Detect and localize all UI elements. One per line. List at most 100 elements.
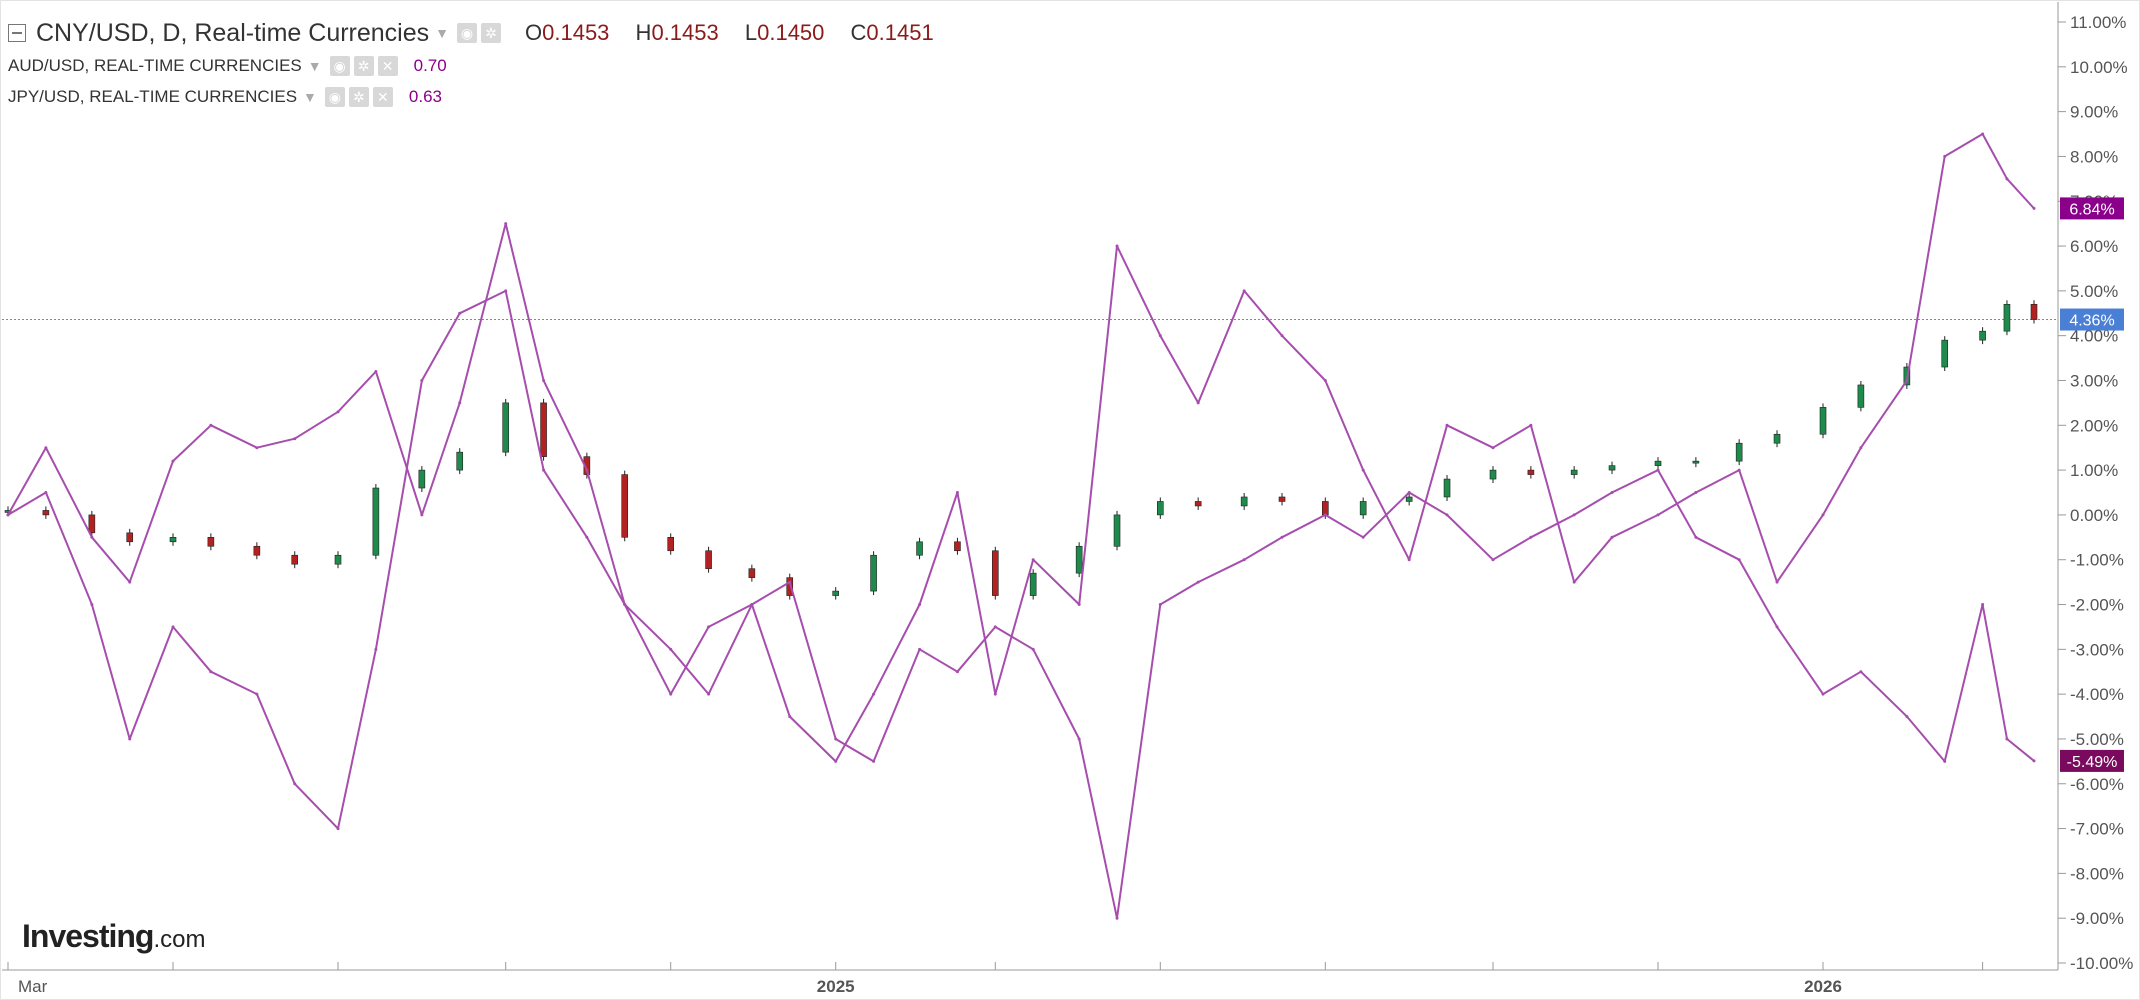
logo-suffix: .com [153,926,206,953]
data-point-jpy-usd [834,737,838,741]
candle-body [1405,496,1413,502]
data-point-aud-usd [542,378,546,382]
data-point-jpy-usd [458,311,462,315]
data-point-jpy-usd [955,670,959,674]
y-tick-label: 6.00% [2070,237,2118,256]
investing-logo[interactable]: Investing.com [22,918,205,955]
open-value: 0.1453 [542,20,610,45]
gear-icon[interactable]: ✲ [348,86,369,107]
candle-body [705,550,712,569]
data-point-aud-usd [2032,206,2036,210]
candle-body [372,487,380,556]
close-icon[interactable]: ✕ [372,86,393,107]
data-point-jpy-usd [1280,535,1284,539]
x-tick-label: Mar [18,977,48,996]
data-point-aud-usd [1737,468,1741,472]
data-point-jpy-usd [623,603,627,607]
data-point-jpy-usd [750,603,754,607]
candle-body [1359,501,1367,516]
data-point-jpy-usd [336,827,340,831]
gear-icon[interactable]: ✲ [353,55,374,76]
gear-icon[interactable]: ✲ [481,23,501,43]
data-point-aud-usd [458,401,462,405]
data-point-aud-usd [44,446,48,450]
candle-body [334,554,342,565]
candle-body [954,541,961,552]
overlay-legend-jpy: JPY/USD, REAL-TIME CURRENCIES ▼ ◉ ✲ ✕ 0.… [8,81,954,112]
data-point-jpy-usd [2032,759,2036,763]
y-tick-label: 2.00% [2070,416,2118,435]
data-point-jpy-usd [1610,491,1614,494]
candle-body [1322,501,1329,516]
close-label: C [850,20,867,45]
y-tick-label: 11.00% [2070,13,2126,32]
main-series-title[interactable]: CNY/USD, D, Real-time Currencies [36,18,430,47]
low-label: L [744,20,758,45]
high-value: 0.1453 [651,20,719,45]
candle-body [1278,496,1286,502]
chevron-down-icon[interactable]: ▼ [435,25,449,41]
close-value: 0.1451 [866,20,934,45]
data-point-aud-usd [872,692,876,696]
x-tick-label: 2025 [817,977,855,996]
candle-body [1654,460,1662,466]
data-point-jpy-usd [44,491,48,494]
y-tick-label: -4.00% [2070,685,2124,704]
candle-body [1157,501,1164,516]
candle-body [88,514,96,534]
data-point-jpy-usd [1656,468,1660,472]
y-tick-label: 4.00% [2070,327,2118,346]
y-tick-label: 1.00% [2070,461,2118,480]
candle-body [1773,433,1781,444]
data-point-jpy-usd [1981,603,1985,607]
data-point-aud-usd [918,603,922,607]
y-tick-label: -6.00% [2070,775,2124,794]
data-point-jpy-usd [2005,737,2009,741]
overlay-title-jpy[interactable]: JPY/USD, REAL-TIME CURRENCIES [8,86,298,106]
candle-body [1527,469,1535,475]
data-point-aud-usd [1445,423,1449,427]
data-point-aud-usd [255,446,259,450]
logo-text: Investing [22,918,154,954]
eye-icon[interactable]: ◉ [457,23,477,43]
candle-body [2030,303,2038,320]
data-point-aud-usd [293,437,297,441]
y-tick-label: 0.00% [2070,506,2118,525]
data-point-aud-usd [504,222,508,226]
data-point-aud-usd [1656,513,1660,517]
eye-icon[interactable]: ◉ [329,55,350,76]
data-point-jpy-usd [918,647,922,651]
candle-body [621,474,629,538]
data-point-jpy-usd [1737,558,1741,562]
data-point-aud-usd [955,491,959,494]
overlay-title-aud[interactable]: AUD/USD, REAL-TIME CURRENCIES [8,55,302,75]
eye-icon[interactable]: ◉ [324,86,345,107]
y-tick-label: -10.00% [2070,954,2133,973]
candle-body [1113,514,1121,547]
data-point-aud-usd [1775,580,1779,584]
chevron-down-icon[interactable]: ▼ [307,57,322,74]
main-series-legend: CNY/USD, D, Real-time Currencies ▼ ◉ ✲ O… [8,16,954,50]
data-point-aud-usd [1196,401,1200,405]
candle-body [456,451,464,471]
data-point-aud-usd [1115,244,1119,248]
data-point-aud-usd [374,370,378,374]
data-point-jpy-usd [1821,692,1825,696]
data-point-jpy-usd [1115,916,1119,920]
last-value-badge [2060,197,2124,220]
collapse-legend-icon[interactable] [8,24,26,42]
candle-body [1240,496,1248,507]
last-value-label: -5.49% [2067,754,2118,771]
data-point-aud-usd [1031,558,1035,562]
data-point-jpy-usd [542,468,546,472]
data-point-jpy-usd [374,647,378,651]
candle-body [667,537,675,552]
data-point-jpy-usd [6,513,10,517]
data-point-jpy-usd [1905,715,1909,719]
data-point-jpy-usd [1242,558,1246,562]
ohlc-values: O0.1453 H0.1453 L0.1450 C0.1451 [525,20,954,46]
chevron-down-icon[interactable]: ▼ [303,88,317,105]
close-icon[interactable]: ✕ [377,55,398,76]
y-tick-label: -2.00% [2070,596,2124,615]
